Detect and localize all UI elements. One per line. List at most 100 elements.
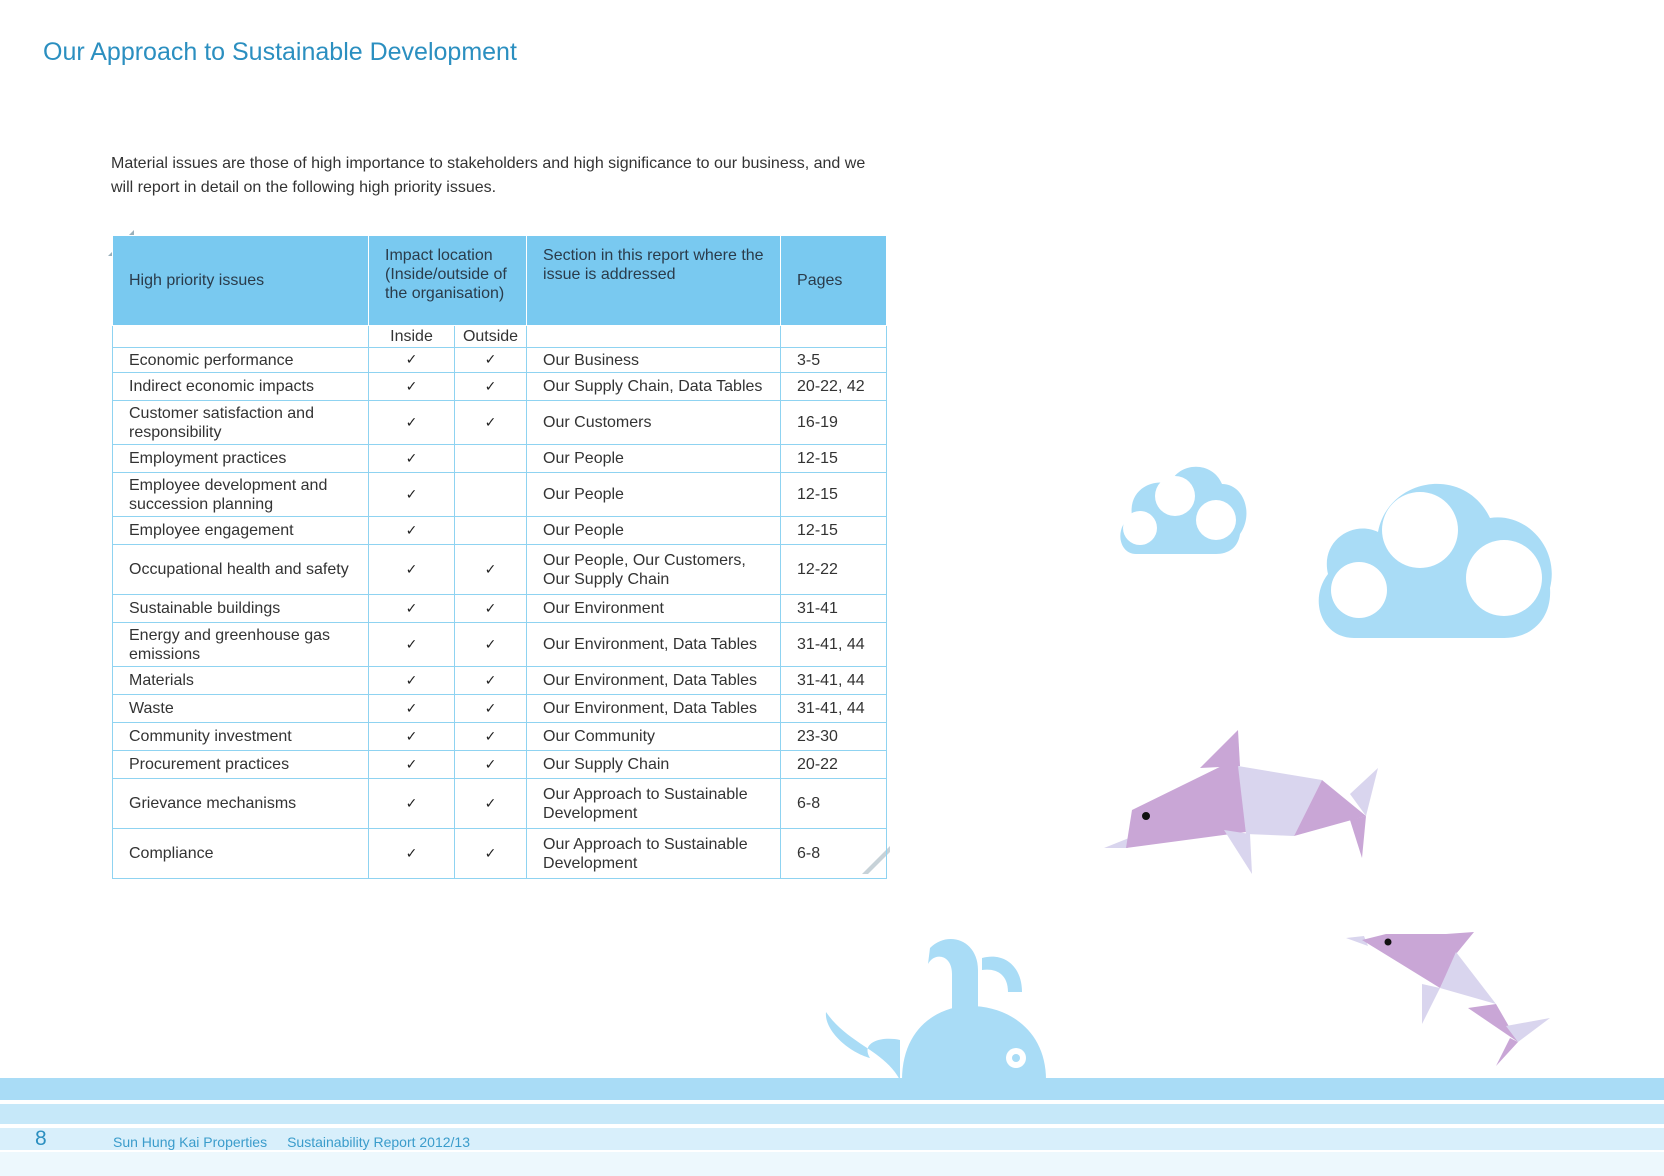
inside-cell: ✓ [368,778,455,829]
pages-cell: 31-41, 44 [780,694,888,723]
table-row: Materials ✓ ✓ Our Environment, Data Tabl… [112,666,888,695]
inside-cell: ✓ [368,722,455,751]
subheader-blank [780,325,888,348]
large-cloud-icon [1318,483,1552,638]
check-icon: ✓ [484,672,497,689]
pages-cell: 20-22, 42 [780,372,888,401]
issue-cell: Energy and greenhouse gas emissions [112,622,369,667]
outside-cell: ✓ [453,400,528,445]
outside-cell: ✓ [453,666,528,695]
small-dolphin-icon [1346,932,1550,1066]
inside-cell: ✓ [368,372,455,401]
header-pages: Pages [780,235,888,326]
issue-cell: Customer satisfaction and responsibility [112,400,369,445]
inside-cell: ✓ [368,666,455,695]
page-title: Our Approach to Sustainable Development [43,38,517,66]
inside-cell: ✓ [368,622,455,667]
wave-stripe [0,1078,1664,1100]
pages-cell: 12-15 [780,516,888,545]
issue-cell: Grievance mechanisms [112,778,369,829]
pages-cell: 23-30 [780,722,888,751]
issue-cell: Compliance [112,828,369,879]
inside-cell: ✓ [368,694,455,723]
section-cell: Our Business [526,347,782,373]
dolphin-icon [1104,730,1378,874]
outside-cell [453,516,528,545]
outside-cell: ✓ [453,594,528,623]
check-icon: ✓ [405,561,418,578]
check-icon: ✓ [405,756,418,773]
pages-cell: 31-41, 44 [780,622,888,667]
table-row: Economic performance ✓ ✓ Our Business 3-… [112,347,888,373]
table-row: Occupational health and safety ✓ ✓ Our P… [112,544,888,595]
pages-cell: 12-15 [780,472,888,517]
pages-cell: 16-19 [780,400,888,445]
pages-cell: 6-8 [780,778,888,829]
pages-cell: 12-15 [780,444,888,473]
check-icon: ✓ [405,700,418,717]
subheader-blank [526,325,782,348]
footer-caption: Sun Hung Kai Properties Sustainability Re… [113,1134,470,1150]
header-section: Section in this report where the issue i… [526,235,782,326]
check-icon: ✓ [405,600,418,617]
check-icon: ✓ [405,672,418,689]
table-row: Indirect economic impacts ✓ ✓ Our Supply… [112,372,888,401]
check-icon: ✓ [405,522,418,539]
check-icon: ✓ [405,450,418,467]
inside-cell: ✓ [368,444,455,473]
inside-cell: ✓ [368,516,455,545]
inside-cell: ✓ [368,544,455,595]
issue-cell: Employee development and succession plan… [112,472,369,517]
check-icon: ✓ [405,486,418,503]
inside-cell: ✓ [368,400,455,445]
table-row: Employment practices ✓ Our People 12-15 [112,444,888,473]
subheader-blank [112,325,369,348]
check-icon: ✓ [405,845,418,862]
issue-cell: Sustainable buildings [112,594,369,623]
check-icon: ✓ [484,756,497,773]
check-icon: ✓ [484,700,497,717]
wave-stripe [0,1104,1664,1124]
section-cell: Our Supply Chain [526,750,782,779]
outside-cell: ✓ [453,622,528,667]
wave-stripe [0,1152,1664,1176]
section-cell: Our Community [526,722,782,751]
table-header-row: High priority issues Impact location (In… [112,235,888,326]
pages-cell: 12-22 [780,544,888,595]
issue-cell: Employment practices [112,444,369,473]
issue-cell: Community investment [112,722,369,751]
table-row: Waste ✓ ✓ Our Environment, Data Tables 3… [112,694,888,723]
check-icon: ✓ [405,728,418,745]
check-icon: ✓ [484,352,497,368]
table-row: Community investment ✓ ✓ Our Community 2… [112,722,888,751]
outside-cell [453,444,528,473]
issue-cell: Procurement practices [112,750,369,779]
footer-company: Sun Hung Kai Properties [113,1134,268,1150]
check-icon: ✓ [484,414,497,431]
table-row: Employee engagement ✓ Our People 12-15 [112,516,888,545]
check-icon: ✓ [484,636,497,653]
table-row: Procurement practices ✓ ✓ Our Supply Cha… [112,750,888,779]
pages-cell: 31-41 [780,594,888,623]
check-icon: ✓ [405,352,418,368]
header-impact-location: Impact location (Inside/outside of the o… [367,235,528,326]
subheader-inside: Inside [368,325,455,348]
check-icon: ✓ [405,795,418,812]
check-icon: ✓ [484,728,497,745]
section-cell: Our People, Our Customers, Our Supply Ch… [526,544,782,595]
outside-cell: ✓ [453,722,528,751]
page-number: 8 [35,1127,47,1150]
outside-cell: ✓ [453,347,528,373]
table-subheader-row: Inside Outside [112,325,888,348]
outside-cell: ✓ [453,778,528,829]
check-icon: ✓ [484,845,497,862]
section-cell: Our People [526,516,782,545]
pages-cell: 6-8 [780,828,888,879]
check-icon: ✓ [484,378,497,395]
check-icon: ✓ [405,378,418,395]
outside-cell: ✓ [453,372,528,401]
inside-cell: ✓ [368,828,455,879]
issue-cell: Materials [112,666,369,695]
issue-cell: Economic performance [112,347,369,373]
check-icon: ✓ [484,795,497,812]
